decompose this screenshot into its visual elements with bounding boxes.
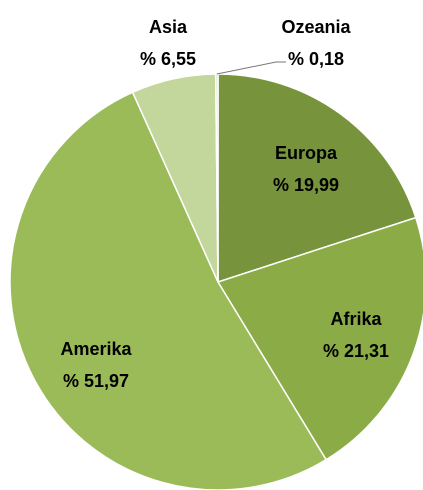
slice-value-label: % 0,18 xyxy=(288,49,344,69)
slice-label: Ozeania xyxy=(281,17,351,37)
slice-value-label: % 51,97 xyxy=(63,371,129,391)
slice-value-label: % 21,31 xyxy=(323,341,389,361)
pie-slice xyxy=(9,91,328,490)
slice-label: Afrika xyxy=(330,309,382,329)
leader-line xyxy=(216,61,286,75)
slice-value-label: % 19,99 xyxy=(273,175,339,195)
pie-slice xyxy=(216,216,423,461)
slice-label: Asia xyxy=(149,17,188,37)
slice-label: Amerika xyxy=(60,339,132,359)
slice-label: Europa xyxy=(275,143,338,163)
slice-value-label: % 6,55 xyxy=(140,49,196,69)
pie-slice xyxy=(217,73,417,284)
